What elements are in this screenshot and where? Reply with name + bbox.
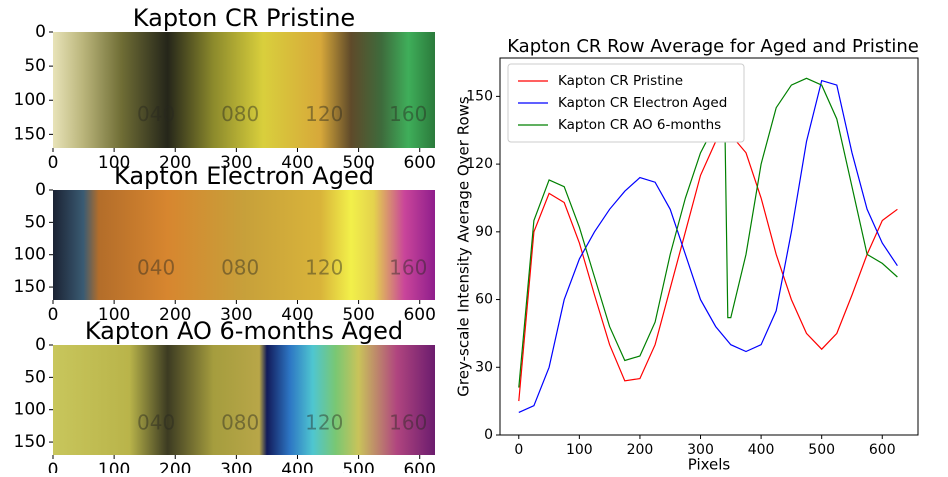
scale-label: 080	[221, 411, 259, 435]
scale-label: 160	[389, 102, 427, 126]
y-tick-label: 150	[14, 277, 46, 297]
x-tick-label: 500	[342, 305, 374, 325]
x-tick-label: 100	[566, 442, 593, 458]
x-tick-label: 400	[281, 460, 313, 473]
x-tick-label: 100	[98, 305, 130, 325]
y-tick-label: 150	[14, 432, 46, 452]
x-tick-label: 300	[220, 460, 252, 473]
x-tick-label: 500	[808, 442, 835, 458]
y-tick-label: 50	[24, 212, 46, 232]
y-tick-label: 0	[35, 180, 46, 200]
x-tick-label: 300	[220, 305, 252, 325]
scale-label: 040	[137, 256, 175, 280]
scale-label: 120	[305, 256, 343, 280]
y-tick-label: 0	[484, 427, 493, 443]
legend-box	[507, 63, 745, 143]
x-tick-label: 500	[342, 153, 374, 173]
x-tick-label: 200	[159, 153, 191, 173]
x-tick-label: 300	[220, 153, 252, 173]
spectrum-image	[53, 345, 435, 455]
legend-label: Kapton CR Electron Aged	[558, 95, 727, 111]
y-tick-label: 30	[475, 359, 493, 375]
y-tick-label: 90	[475, 224, 493, 240]
y-tick-label: 150	[14, 124, 46, 144]
y-axis-label: Grey-scale Intensity Average Over Rows	[455, 96, 473, 397]
x-tick-label: 0	[48, 460, 59, 473]
x-tick-label: 400	[281, 153, 313, 173]
panel-title: Kapton CR Pristine	[133, 4, 355, 32]
y-tick-label: 100	[14, 245, 46, 265]
y-tick-label: 100	[14, 400, 46, 420]
scale-label: 040	[137, 411, 175, 435]
scale-label: 120	[305, 102, 343, 126]
y-tick-label: 50	[24, 367, 46, 387]
legend-label: Kapton CR Pristine	[558, 73, 683, 89]
x-tick-label: 600	[869, 442, 896, 458]
y-tick-label: 50	[24, 56, 46, 76]
y-tick-label: 0	[35, 335, 46, 355]
y-tick-label: 150	[466, 88, 493, 104]
spectrum-image	[53, 32, 435, 148]
panel-title: Kapton AO 6-months Aged	[85, 317, 403, 345]
y-tick-label: 0	[35, 22, 46, 42]
legend-label: Kapton CR AO 6-months	[558, 117, 721, 133]
x-tick-label: 600	[403, 305, 435, 325]
scale-label: 160	[389, 256, 427, 280]
x-tick-label: 500	[342, 460, 374, 473]
x-tick-label: 0	[514, 442, 523, 458]
x-tick-label: 600	[403, 153, 435, 173]
x-tick-label: 400	[748, 442, 775, 458]
x-tick-label: 100	[98, 460, 130, 473]
y-tick-label: 120	[466, 156, 493, 172]
spectrum-image	[53, 190, 435, 300]
x-tick-label: 400	[281, 305, 313, 325]
scale-label: 160	[389, 411, 427, 435]
x-tick-label: 0	[48, 153, 59, 173]
y-tick-label: 100	[14, 90, 46, 110]
scale-label: 040	[137, 102, 175, 126]
panel-title: Kapton Electron Aged	[114, 162, 374, 190]
series-line	[518, 134, 898, 402]
x-tick-label: 100	[98, 153, 130, 173]
chart-title: Kapton CR Row Average for Aged and Prist…	[507, 36, 919, 57]
x-tick-label: 200	[159, 460, 191, 473]
scale-label: 080	[221, 256, 259, 280]
x-tick-label: 200	[627, 442, 654, 458]
y-tick-label: 60	[475, 292, 493, 308]
scale-label: 120	[305, 411, 343, 435]
plot-frame	[499, 57, 919, 436]
scale-label: 080	[221, 102, 259, 126]
x-axis-label: Pixels	[688, 456, 731, 474]
x-tick-label: 0	[48, 305, 59, 325]
series-line	[518, 79, 898, 413]
x-tick-label: 300	[687, 442, 714, 458]
x-tick-label: 200	[159, 305, 191, 325]
x-tick-label: 600	[403, 460, 435, 473]
